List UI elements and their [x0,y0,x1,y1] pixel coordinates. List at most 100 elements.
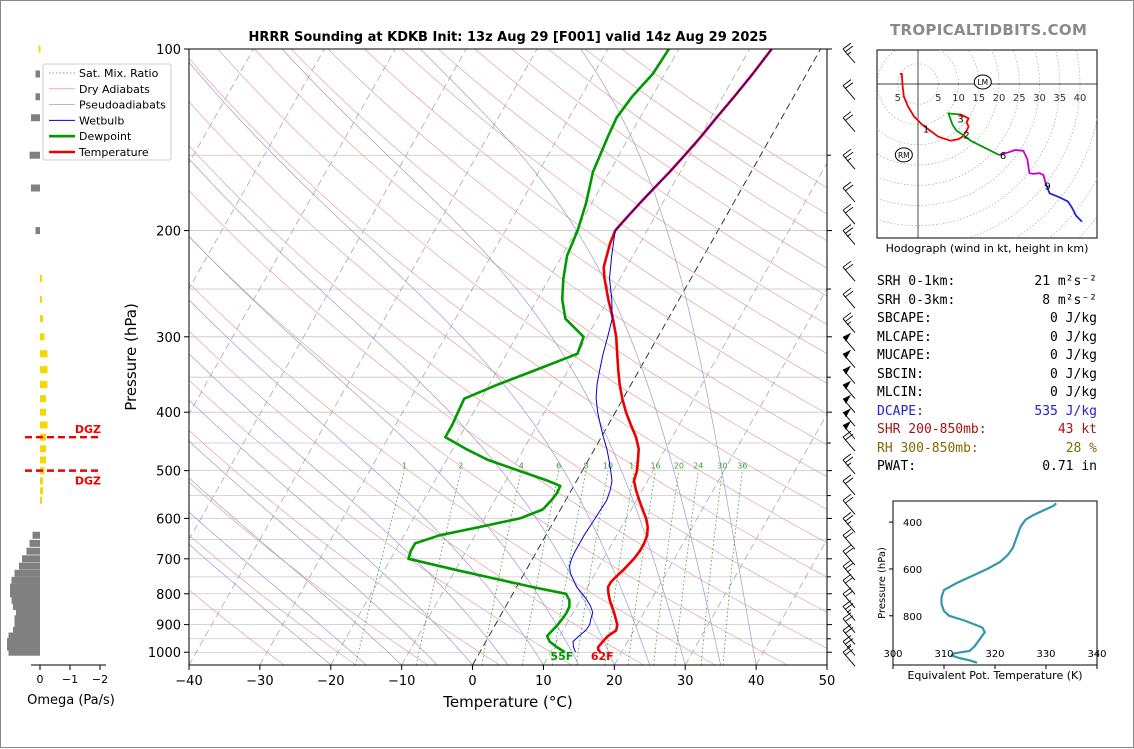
hodograph-height-label: 9 [1044,181,1050,192]
omega-bar [16,609,40,616]
mixing-ratio-line [576,471,608,665]
legend-entry: Dewpoint [79,130,132,143]
omega-bar [36,70,41,77]
index-row: RH 300-850mb:28 % [877,440,1097,459]
index-label: SRH 0-1km: [877,273,955,292]
y-tick-label: 200 [156,225,181,240]
index-row: SBCAPE:0 J/kg [877,310,1097,329]
omega-bar [40,350,48,357]
y-tick-label: 900 [156,619,181,634]
omega-bar [31,114,40,121]
x-tick-label: 10 [535,674,552,689]
mixing-ratio-label: 4 [519,462,524,471]
pseudoadiabat [178,49,650,665]
index-label: DCAPE: [877,403,924,422]
pseudoadiabat [99,49,614,665]
omega-bar [39,46,41,53]
wind-barb-icon [843,80,855,100]
index-label: SBCIN: [877,366,924,385]
x-axis-label: Temperature (°C) [442,693,572,711]
omega-tick-label: −2 [92,673,108,686]
index-label: SRH 0-3km: [877,292,955,311]
wind-barb-icon [843,43,855,63]
hodograph-height-label: 2 [963,131,969,142]
mixing-ratio-label: 2 [458,462,463,471]
x-tick-label: −20 [317,674,344,689]
index-value: 535 J/kg [1034,403,1097,422]
theta-e-x-label: Equivalent Pot. Temperature (K) [907,669,1082,682]
theta-e-y-tick-label: 400 [903,518,922,529]
omega-bar [33,532,41,539]
legend-entry: Sat. Mix. Ratio [79,67,159,80]
x-tick-label: 0 [468,674,476,689]
mixing-ratio-label: 16 [650,462,660,471]
index-label: PWAT: [877,458,916,477]
hodograph-ring-label: 5 [895,93,901,104]
mixing-ratio-line [654,471,679,665]
omega-axis-label: Omega (Pa/s) [27,693,115,708]
theta-e-y-tick-label: 600 [903,565,922,576]
wind-barb-icon [843,204,855,224]
hodograph-height-label: 6 [1000,151,1006,162]
legend-entry: Pseudoadiabats [79,99,166,112]
index-value: 28 % [1066,440,1097,459]
omega-bar [15,615,41,622]
omega-bar [40,445,46,452]
y-tick-label: 700 [156,553,181,568]
y-tick-label: 500 [156,465,181,480]
index-value: 0 J/kg [1050,384,1097,403]
omega-bar [10,584,40,591]
index-label: SBCAPE: [877,310,932,329]
x-tick-label: 40 [748,674,765,689]
index-row: SHR 200-850mb:43 kt [877,421,1097,440]
hodograph-caption: Hodograph (wind in kt, height in km) [886,242,1089,255]
surface-dewpoint-label: 55F [550,650,573,663]
skewt-profiles [409,49,772,652]
index-value: 21 m²s⁻² [1034,273,1097,292]
theta-e-y-label: Pressure (hPa) [877,547,888,619]
omega-bar [40,421,48,428]
index-label: MLCIN: [877,384,924,403]
omega-bar [10,590,40,597]
mixing-ratio-label: 10 [603,462,613,471]
omega-bar [31,185,40,192]
legend-entry: Dry Adiabats [79,83,150,96]
omega-bar [40,477,43,484]
omega-bar [40,395,46,402]
omega-bar [40,409,46,416]
mixing-ratio-line [628,471,655,665]
dry-adiabat [144,49,1003,665]
index-label: SHR 200-850mb: [877,421,987,440]
hodograph-height-label: 3 [957,114,963,125]
dgz-label: DGZ [75,475,101,488]
mixing-ratio-label: 30 [717,462,727,471]
wind-barb-icon [843,225,855,245]
omega-bar [13,603,40,610]
omega-bar [40,381,48,388]
wind-barbs [843,43,855,666]
y-axis-label: Pressure (hPa) [122,303,140,411]
hodograph-ring-label: 10 [952,93,965,104]
theta-e-x-tick-label: 340 [1087,649,1106,660]
pseudoadiabat [282,49,685,665]
omega-bar [40,275,42,282]
surface-temperature-label: 62F [591,650,614,663]
wind-barb-icon [843,366,855,384]
y-tick-label: 300 [156,331,181,346]
index-label: MUCAPE: [877,347,932,366]
wind-barb-icon [843,182,855,202]
wind-barb-icon [843,454,855,474]
wind-barb-icon [843,149,855,169]
omega-bar [19,563,40,570]
mixing-ratio-label: 8 [584,462,589,471]
omega-bar [40,315,43,322]
omega-bar [40,296,42,303]
index-label: MLCAPE: [877,329,932,348]
mixing-ratio-label: 20 [674,462,684,471]
omega-bar [30,152,41,159]
hodograph-height-label: 1 [923,125,929,136]
x-tick-label: −40 [175,674,202,689]
chart-legend: Sat. Mix. Ratio Dry Adiabats Pseudoadiabat… [43,64,171,160]
